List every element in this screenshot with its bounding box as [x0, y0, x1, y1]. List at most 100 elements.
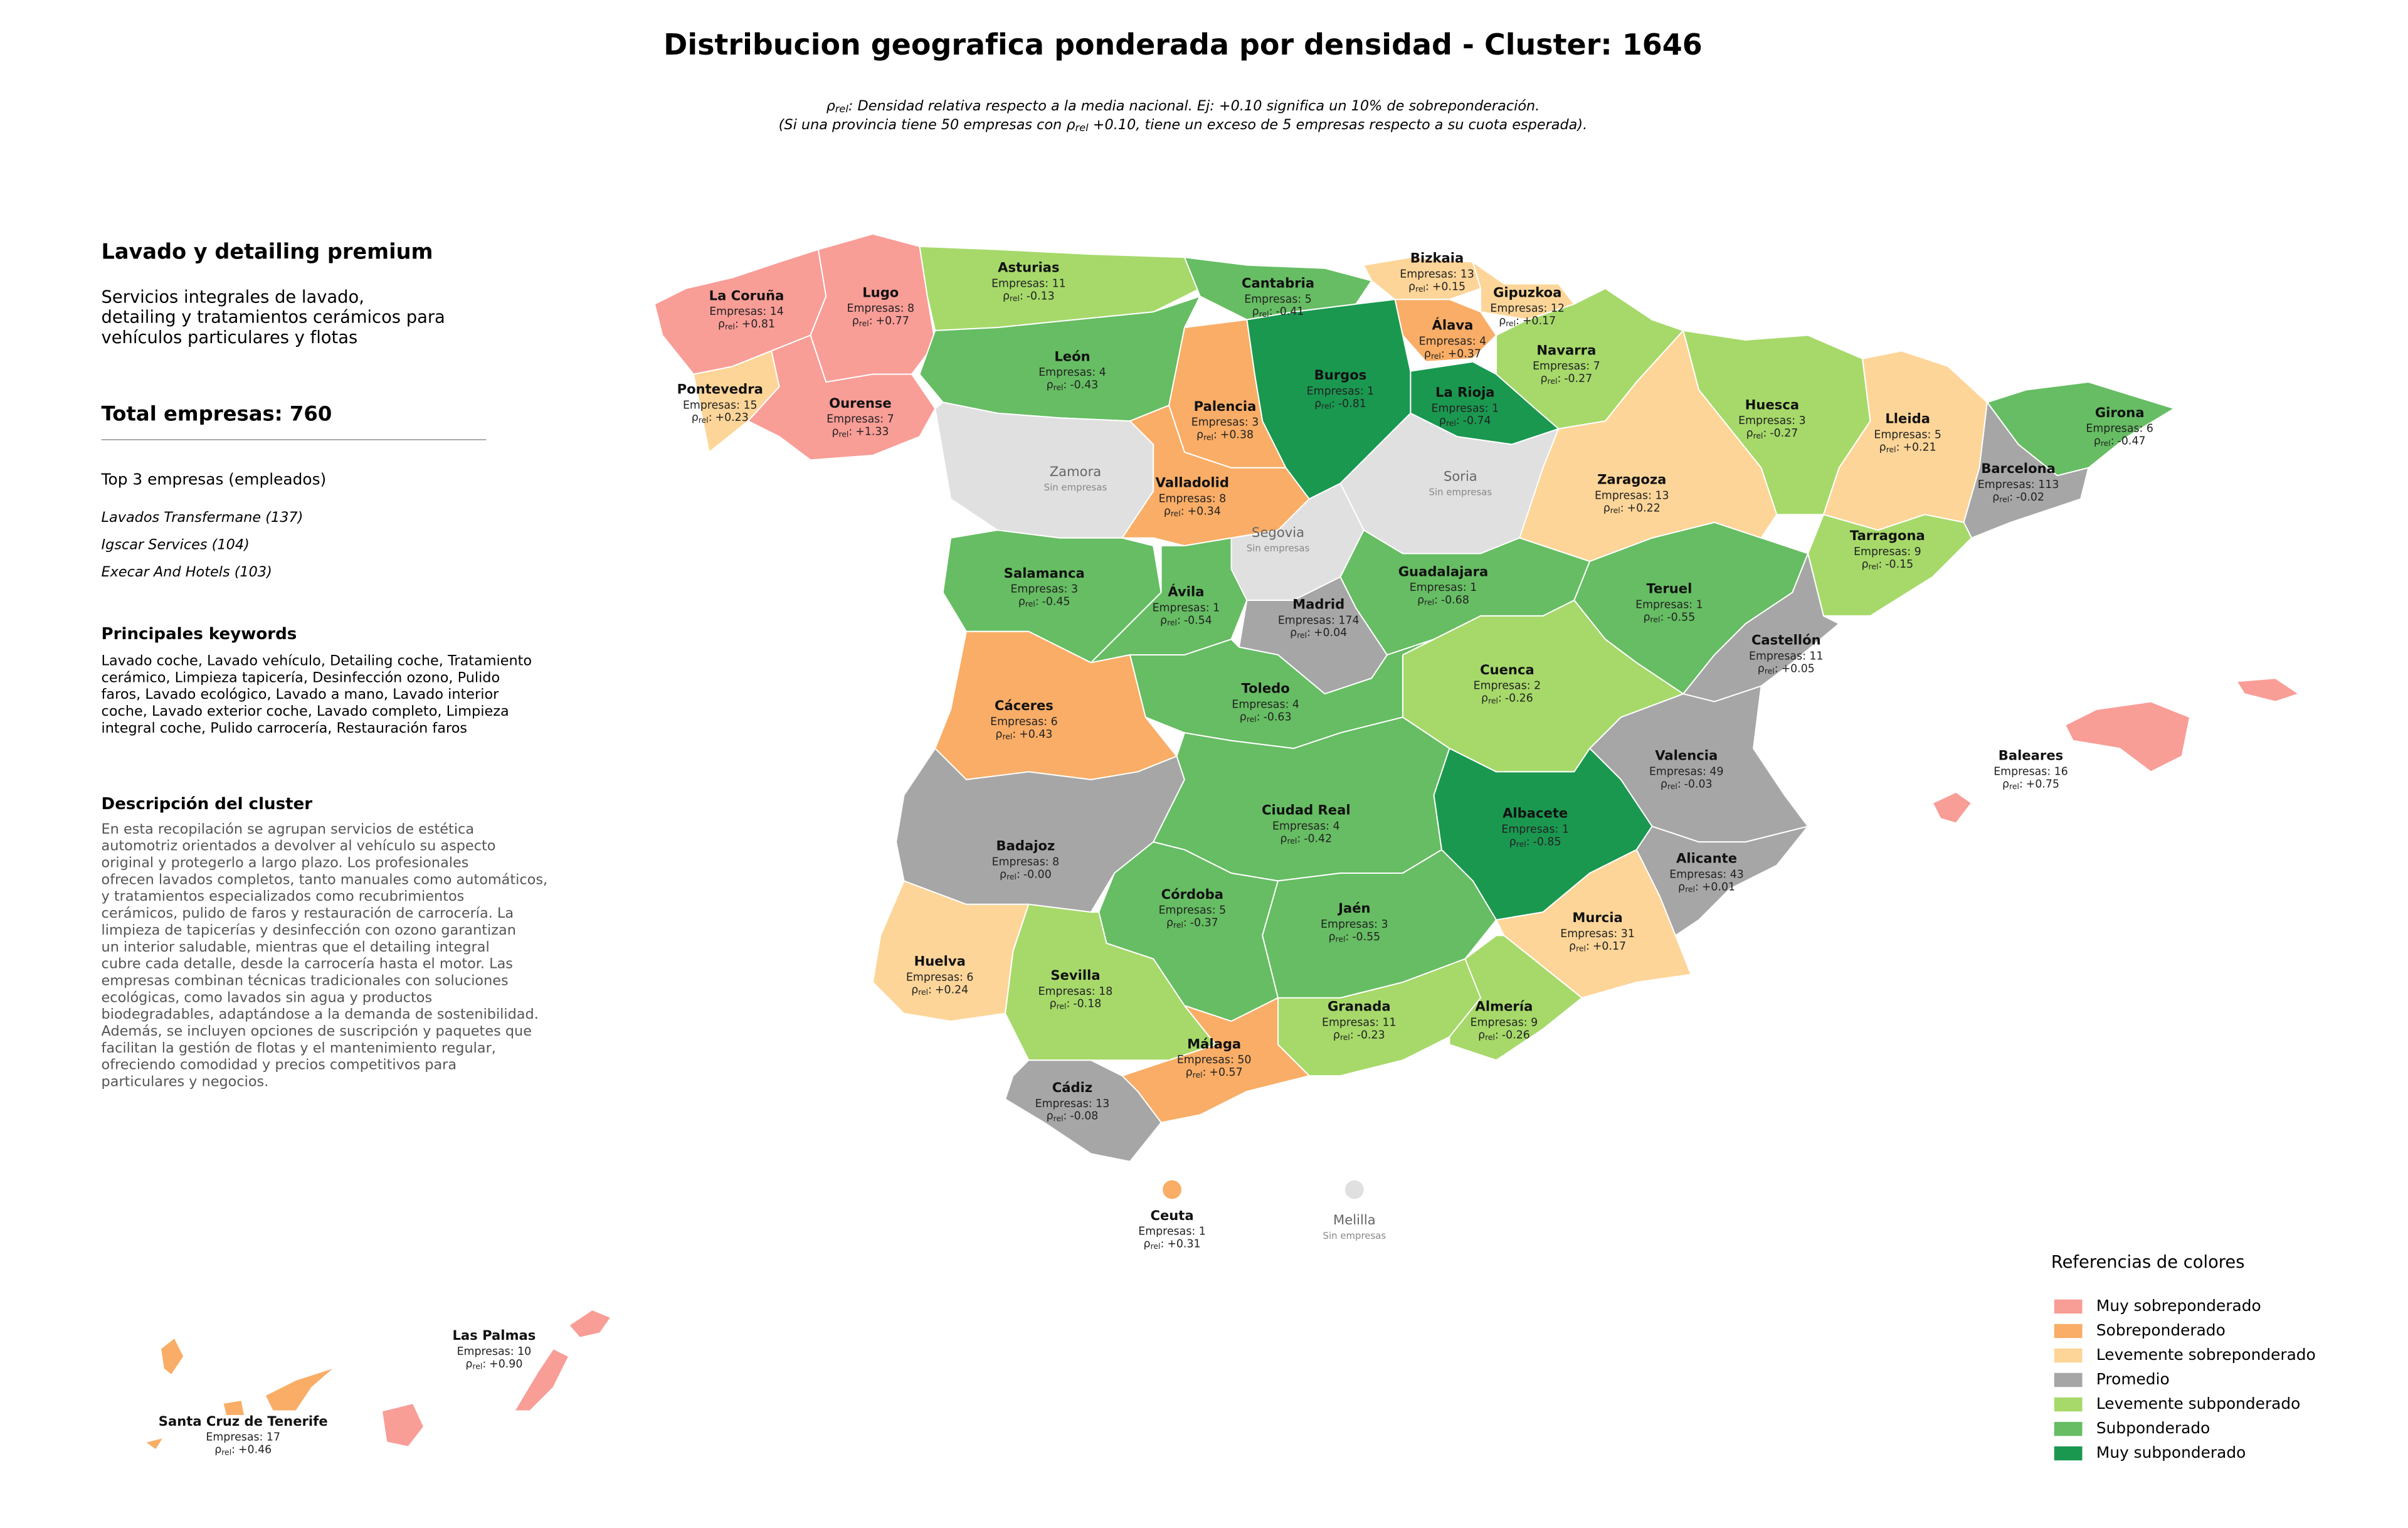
province-companies: Empresas: 15 [683, 399, 758, 411]
province-name: Almería [1476, 999, 1533, 1014]
province-companies: Empresas: 8 [992, 856, 1060, 869]
province-companies: Empresas: 13 [1595, 490, 1669, 502]
rho-value: +0.43 [1019, 728, 1052, 741]
rho-symbol: ρ [995, 728, 1002, 741]
rho-symbol: ρ [1252, 305, 1259, 318]
province-companies: Empresas: 5 [1874, 429, 1941, 442]
legend-swatch [2054, 1446, 2083, 1461]
province-shape [1121, 997, 1310, 1123]
cluster-text: empresas combinan técnicas tradicionales… [102, 972, 509, 989]
rho-value: +0.17 [1523, 315, 1556, 327]
subtitle-line: ρrel: Densidad relativa respecto a la me… [826, 98, 1540, 115]
province-companies: Empresas: 6 [2086, 423, 2153, 435]
province-name: Teruel [1646, 581, 1692, 597]
province-shape [1262, 849, 1497, 999]
province-companies: Empresas: 7 [1533, 360, 1600, 373]
cluster-title: Descripción del cluster [102, 795, 313, 814]
province-name: Huesca [1745, 396, 1799, 412]
province-companies: Empresas: 49 [1649, 765, 1724, 778]
province-shape [1344, 1180, 1364, 1199]
rho-colon: : [1012, 728, 1016, 741]
rho-symbol: ρ [1314, 398, 1321, 410]
rho-colon: : [1557, 373, 1561, 385]
rho-colon: : [1203, 1066, 1207, 1079]
rho-colon: : [1017, 868, 1020, 881]
province-rho: ρrel: -0.55 [1328, 931, 1380, 943]
province-shape [2236, 677, 2300, 703]
province-companies: Empresas: 16 [1993, 765, 2068, 778]
rho-value: -0.08 [1070, 1110, 1098, 1123]
rho-symbol: ρ [1333, 1029, 1340, 1041]
province-companies: Empresas: 174 [1278, 614, 1360, 627]
subtitle-text: : Densidad relativa respecto a la media … [848, 98, 1539, 114]
province-name: Valladolid [1156, 475, 1229, 491]
rho-subscript: rel [2101, 438, 2111, 448]
province-name: Zamora [1050, 464, 1102, 479]
cluster-text: cerámicos, pulido de faros y restauració… [102, 905, 514, 921]
province-companies: Empresas: 2 [1474, 680, 1541, 692]
province-rho: ρrel: +0.57 [1186, 1066, 1243, 1079]
province-rho: ρrel: +0.24 [911, 984, 968, 996]
rho-symbol: ρ [1746, 427, 1753, 440]
legend-label: Subponderado [2096, 1419, 2210, 1437]
rho-colon: : [1896, 441, 1900, 454]
rho-value: -0.26 [1505, 692, 1533, 705]
rho-subscript: rel [1057, 1001, 1067, 1011]
panel-description: detailing y tratamientos cerámicos para [102, 308, 445, 327]
province-rho: ρrel: -0.68 [1417, 594, 1469, 607]
rho-colon: : [709, 411, 712, 424]
province-shape [934, 401, 1154, 539]
province-rho: ρrel: -0.27 [1540, 373, 1592, 385]
province-companies: Empresas: 1 [1432, 402, 1499, 415]
rho-subscript: rel [1446, 418, 1456, 427]
province-name: Ávila [1168, 584, 1204, 600]
rho-subscript: rel [1151, 1241, 1161, 1251]
rho-colon: : [1160, 1238, 1164, 1251]
province-companies: Empresas: 18 [1038, 985, 1113, 998]
rho-value: -0.63 [1264, 711, 1292, 723]
province-rho: ρrel: -0.85 [1509, 836, 1561, 848]
province-companies: Empresas: 43 [1669, 868, 1744, 881]
province-note: Sin empresas [1323, 1230, 1386, 1241]
rho-symbol: ρ [1644, 611, 1650, 623]
rho-symbol: ρ [2094, 435, 2101, 448]
province-companies: Empresas: 4 [1419, 335, 1487, 348]
province-name: Soria [1444, 469, 1477, 484]
rho-symbol: ρ [1164, 505, 1171, 517]
subtitle-line: (Si una provincia tiene 50 empresas con … [779, 116, 1588, 133]
province-name: Toledo [1242, 681, 1290, 696]
province-companies: Empresas: 10 [457, 1345, 532, 1358]
rho-symbol: ρ [1186, 1066, 1193, 1079]
province-name: Zaragoza [1597, 472, 1666, 487]
province-companies: Empresas: 50 [1177, 1054, 1252, 1066]
province-name: Murcia [1572, 910, 1622, 925]
rho-colon: : [1257, 711, 1260, 723]
rho-value: -0.13 [1027, 290, 1055, 302]
rho-symbol: ρ [1280, 832, 1287, 845]
province-name: Guadalajara [1398, 563, 1489, 579]
rho-colon: : [1677, 778, 1681, 790]
province-name: Alicante [1676, 851, 1737, 866]
province-rho: ρrel: +0.38 [1196, 429, 1254, 442]
province-rho: ρrel: -0.42 [1280, 832, 1332, 845]
province-companies: Empresas: 11 [1749, 650, 1824, 663]
province-name: Navarra [1536, 342, 1596, 358]
legend-label: Levemente subponderado [2096, 1394, 2300, 1413]
rho-value: -0.45 [1042, 596, 1070, 608]
rho-symbol: ρ [718, 318, 725, 331]
province-name: Asturias [998, 260, 1059, 275]
rho-value: +1.33 [855, 426, 889, 438]
rho-value: -0.03 [1684, 778, 1713, 790]
province-shape [1163, 1180, 1181, 1199]
rho-value: +0.24 [935, 984, 968, 996]
province-companies: Empresas: 4 [1038, 366, 1106, 379]
rho-value: +0.31 [1167, 1238, 1200, 1251]
province-rho: ρrel: -0.15 [1861, 558, 1913, 571]
rho-colon: : [1425, 280, 1429, 293]
province-shape [747, 334, 936, 461]
province-companies: Empresas: 11 [991, 277, 1066, 290]
province-shape [1635, 825, 1809, 936]
legend: Referencias de colores Muy sobreponderad… [2051, 1253, 2316, 1462]
province-shape [264, 1366, 336, 1412]
rho-subscript: rel [1485, 1032, 1495, 1042]
